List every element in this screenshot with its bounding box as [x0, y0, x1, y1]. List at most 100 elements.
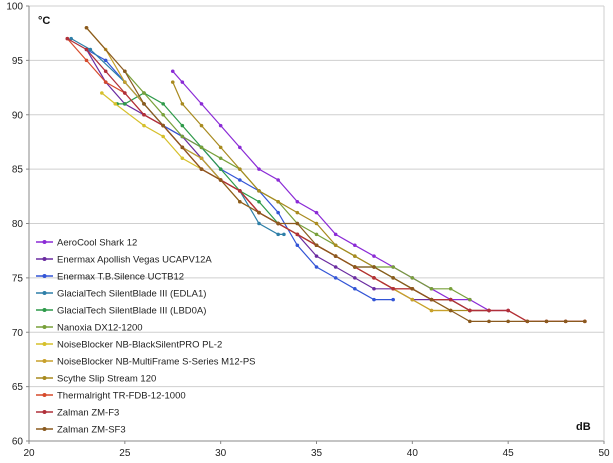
data-point: [448, 308, 453, 313]
data-point: [257, 189, 261, 193]
data-point: [468, 319, 472, 324]
data-point: [506, 319, 510, 324]
data-point: [199, 167, 204, 171]
data-point: [448, 286, 453, 291]
data-point: [84, 58, 89, 63]
legend-marker: [42, 359, 47, 363]
data-point: [180, 145, 185, 150]
series-line-12: [86, 27, 585, 322]
data-point: [218, 178, 223, 182]
legend-marker: [42, 325, 47, 329]
data-point: [180, 134, 185, 139]
data-point: [429, 308, 434, 313]
data-point: [314, 221, 319, 226]
data-point: [391, 297, 395, 302]
series-group: [65, 25, 587, 324]
data-point: [238, 145, 242, 150]
legend-item-3: Enermax T.B.Silence UCTB12: [36, 272, 184, 283]
data-point: [161, 134, 165, 139]
legend-marker: [42, 342, 47, 346]
legend-item-10: Thermalright TR-FDB-12-1000: [36, 391, 186, 402]
legend-marker: [42, 410, 47, 414]
legend-item-4: GlacialTech SilentBlade III (EDLA1): [36, 289, 206, 300]
legend-label: Zalman ZM-SF3: [57, 425, 126, 436]
y-tick-label-70: 70: [12, 328, 24, 339]
data-point: [333, 243, 338, 248]
data-point: [410, 286, 415, 291]
data-point: [199, 123, 204, 128]
legend: AeroCool Shark 12 Enermax Apollish Vegas …: [36, 238, 256, 436]
data-point: [199, 102, 204, 106]
data-point: [180, 123, 185, 128]
data-point: [333, 254, 338, 258]
data-point: [429, 286, 434, 291]
data-point: [257, 199, 261, 204]
legend-marker: [42, 393, 47, 397]
y-tick-label-85: 85: [12, 165, 24, 176]
legend-label: Thermalright TR-FDB-12-1000: [57, 391, 186, 402]
y-tick-label-80: 80: [12, 219, 24, 230]
legend-item-8: NoiseBlocker NB-MultiFrame S-Series M12-…: [36, 357, 256, 368]
data-point: [123, 102, 127, 106]
legend-marker: [42, 257, 47, 261]
data-point: [295, 210, 300, 215]
data-point: [468, 297, 472, 302]
data-point: [391, 265, 395, 269]
data-point: [333, 265, 338, 269]
data-point: [295, 243, 300, 248]
data-point: [199, 156, 204, 161]
legend-label: Enermax T.B.Silence UCTB12: [57, 272, 184, 283]
data-point: [372, 286, 376, 291]
x-tick-label-50: 50: [598, 448, 610, 459]
data-point: [276, 199, 280, 204]
data-point: [69, 36, 73, 41]
data-point: [314, 243, 319, 248]
data-point: [372, 297, 376, 302]
data-point: [257, 167, 261, 171]
x-axis-unit-label: dB: [576, 421, 591, 433]
data-point: [103, 69, 108, 74]
data-point: [295, 221, 300, 226]
data-point: [295, 232, 300, 237]
data-point: [238, 167, 242, 171]
data-point: [257, 210, 261, 215]
y-tick-label-100: 100: [6, 2, 23, 13]
data-point: [487, 319, 491, 324]
legend-item-9: Scythe Slip Stream 120: [36, 374, 156, 385]
y-tick-label-75: 75: [12, 273, 24, 284]
data-point: [238, 199, 242, 204]
data-point: [238, 178, 242, 182]
data-point: [84, 47, 89, 52]
data-point: [199, 145, 204, 150]
legend-item-5: GlacialTech SilentBlade III (LBD0A): [36, 306, 206, 317]
data-point: [180, 102, 185, 106]
data-point: [583, 319, 587, 324]
data-point: [276, 210, 280, 215]
legend-label: GlacialTech SilentBlade III (EDLA1): [57, 289, 206, 300]
legend-marker: [42, 308, 47, 312]
data-point: [142, 102, 146, 106]
data-point: [429, 297, 434, 302]
legend-label: NoiseBlocker NB-MultiFrame S-Series M12-…: [57, 357, 256, 368]
x-tick-label-25: 25: [119, 448, 131, 459]
data-point: [123, 91, 127, 95]
data-point: [410, 276, 415, 280]
data-point: [544, 319, 549, 324]
data-point: [372, 276, 376, 280]
data-point: [333, 232, 338, 237]
data-point: [180, 156, 185, 161]
data-point: [170, 69, 175, 74]
data-point: [391, 276, 395, 280]
data-point: [180, 80, 185, 84]
data-point: [282, 232, 286, 237]
data-point: [84, 25, 89, 30]
data-point: [238, 189, 242, 193]
data-point: [487, 308, 491, 313]
data-point: [353, 286, 357, 291]
data-point: [314, 254, 319, 258]
data-point: [448, 297, 453, 302]
data-point: [123, 80, 127, 84]
legend-marker: [42, 291, 47, 295]
